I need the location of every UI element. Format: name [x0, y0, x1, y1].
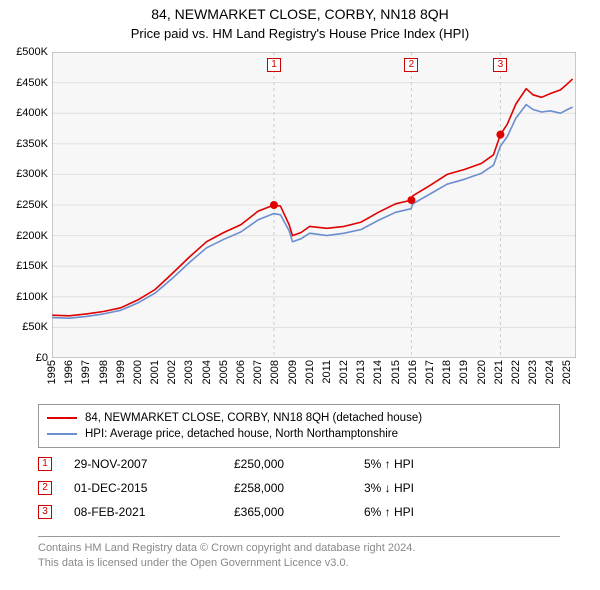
y-tick-label: £450K	[2, 77, 48, 89]
y-tick-label: £200K	[2, 230, 48, 242]
tx-delta: 3% ↓ HPI	[364, 481, 484, 495]
legend-swatch-property	[47, 417, 77, 419]
x-tick-label: 1995	[46, 360, 58, 384]
legend-item-property: 84, NEWMARKET CLOSE, CORBY, NN18 8QH (de…	[47, 410, 551, 426]
x-tick-label: 2004	[201, 360, 213, 384]
x-tick-label: 2008	[269, 360, 281, 384]
x-tick-label: 2007	[252, 360, 264, 384]
x-tick-label: 2013	[355, 360, 367, 384]
x-tick-label: 2024	[544, 360, 556, 384]
x-tick-label: 2021	[493, 360, 505, 384]
table-row: 1 29-NOV-2007 £250,000 5% ↑ HPI	[38, 452, 560, 476]
x-tick-label: 2002	[166, 360, 178, 384]
table-row: 3 08-FEB-2021 £365,000 6% ↑ HPI	[38, 500, 560, 524]
legend-item-hpi: HPI: Average price, detached house, Nort…	[47, 426, 551, 442]
x-tick-label: 2017	[424, 360, 436, 384]
x-tick-label: 2022	[510, 360, 522, 384]
y-tick-label: £350K	[2, 138, 48, 150]
tx-price: £258,000	[234, 481, 364, 495]
legend-label-property: 84, NEWMARKET CLOSE, CORBY, NN18 8QH (de…	[85, 412, 422, 424]
x-tick-label: 2015	[390, 360, 402, 384]
x-tick-label: 2003	[183, 360, 195, 384]
y-tick-label: £400K	[2, 107, 48, 119]
transaction-table: 1 29-NOV-2007 £250,000 5% ↑ HPI 2 01-DEC…	[38, 452, 560, 524]
y-tick-label: £500K	[2, 46, 48, 58]
x-tick-label: 2019	[458, 360, 470, 384]
x-tick-label: 2010	[304, 360, 316, 384]
x-tick-label: 1998	[98, 360, 110, 384]
legend-label-hpi: HPI: Average price, detached house, Nort…	[85, 428, 398, 440]
x-tick-label: 2005	[218, 360, 230, 384]
callout-marker: 3	[493, 58, 507, 72]
tx-delta: 5% ↑ HPI	[364, 457, 484, 471]
y-tick-label: £100K	[2, 291, 48, 303]
chart-subtitle: Price paid vs. HM Land Registry's House …	[0, 22, 600, 41]
callout-marker: 2	[404, 58, 418, 72]
x-tick-label: 2012	[338, 360, 350, 384]
chart-container: 84, NEWMARKET CLOSE, CORBY, NN18 8QH Pri…	[0, 0, 600, 590]
tx-price: £365,000	[234, 505, 364, 519]
legend-swatch-hpi	[47, 433, 77, 435]
table-row: 2 01-DEC-2015 £258,000 3% ↓ HPI	[38, 476, 560, 500]
x-tick-label: 2001	[149, 360, 161, 384]
tx-marker-1: 1	[38, 457, 52, 471]
x-tick-label: 2020	[476, 360, 488, 384]
x-tick-label: 2006	[235, 360, 247, 384]
y-tick-label: £0	[2, 352, 48, 364]
callout-marker: 1	[267, 58, 281, 72]
footer-line-2: This data is licensed under the Open Gov…	[38, 556, 560, 571]
x-tick-label: 2018	[441, 360, 453, 384]
y-tick-label: £250K	[2, 199, 48, 211]
x-tick-label: 1996	[63, 360, 75, 384]
footer: Contains HM Land Registry data © Crown c…	[38, 536, 560, 571]
x-tick-label: 2014	[372, 360, 384, 384]
tx-date: 29-NOV-2007	[74, 457, 234, 471]
x-tick-label: 1997	[80, 360, 92, 384]
x-tick-label: 2025	[561, 360, 573, 384]
tx-price: £250,000	[234, 457, 364, 471]
y-tick-label: £300K	[2, 168, 48, 180]
tx-marker-3: 3	[38, 505, 52, 519]
x-tick-label: 2011	[321, 360, 333, 384]
y-tick-label: £150K	[2, 260, 48, 272]
tx-date: 01-DEC-2015	[74, 481, 234, 495]
tx-date: 08-FEB-2021	[74, 505, 234, 519]
x-tick-label: 2009	[287, 360, 299, 384]
plot-svg	[52, 52, 576, 358]
tx-delta: 6% ↑ HPI	[364, 505, 484, 519]
chart-title: 84, NEWMARKET CLOSE, CORBY, NN18 8QH	[0, 0, 600, 22]
x-tick-label: 2000	[132, 360, 144, 384]
x-tick-label: 2023	[527, 360, 539, 384]
footer-line-1: Contains HM Land Registry data © Crown c…	[38, 541, 560, 556]
legend: 84, NEWMARKET CLOSE, CORBY, NN18 8QH (de…	[38, 404, 560, 448]
y-tick-label: £50K	[2, 321, 48, 333]
tx-marker-2: 2	[38, 481, 52, 495]
x-tick-label: 1999	[115, 360, 127, 384]
plot-area	[52, 52, 576, 358]
x-tick-label: 2016	[407, 360, 419, 384]
